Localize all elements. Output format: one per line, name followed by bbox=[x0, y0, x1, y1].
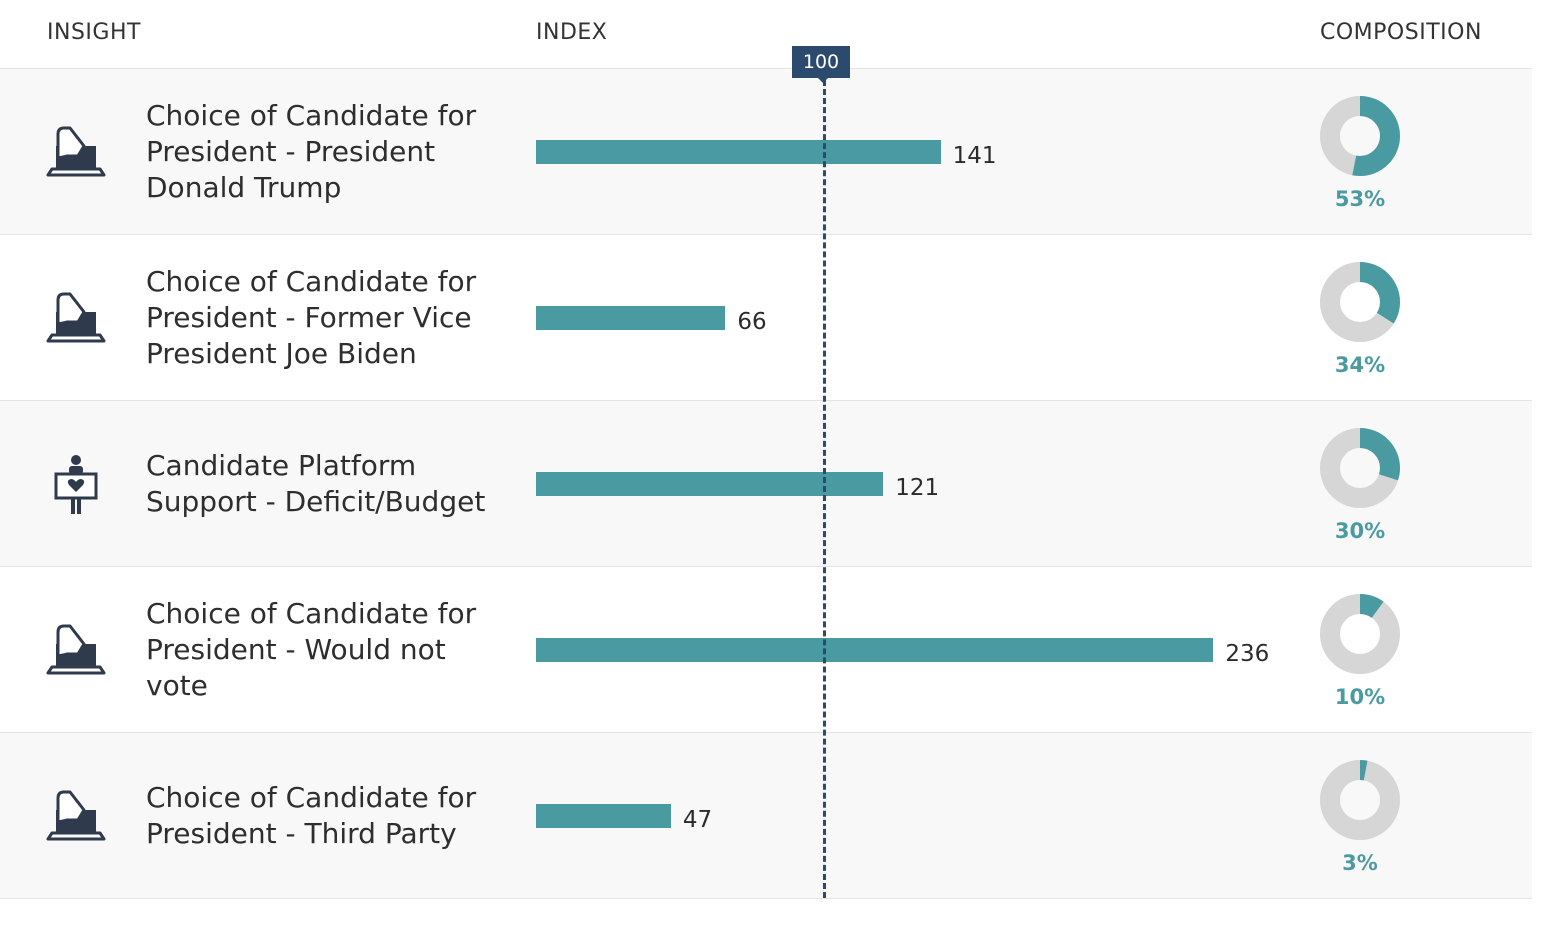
table-row: Choice of Candidate for President - Pres… bbox=[0, 69, 1532, 235]
composition-percent: 10% bbox=[1334, 685, 1386, 709]
composition-percent: 30% bbox=[1334, 519, 1386, 543]
table-row: Candidate Platform Support - Deficit/Bud… bbox=[0, 401, 1532, 567]
donut-slice bbox=[1320, 594, 1400, 674]
donut-slice bbox=[1320, 760, 1400, 840]
index-value-label: 47 bbox=[682, 807, 713, 833]
ballot-box-icon bbox=[44, 784, 108, 848]
composition-percent: 53% bbox=[1334, 187, 1386, 211]
index-value-label: 236 bbox=[1225, 641, 1270, 667]
composition-donut bbox=[1320, 96, 1400, 176]
insight-label: Choice of Candidate for President - Thir… bbox=[146, 780, 477, 850]
donut-slice bbox=[1320, 428, 1400, 508]
index-bar bbox=[536, 804, 671, 828]
composition-donut bbox=[1320, 428, 1400, 508]
insight-label: Choice of Candidate for President - Pres… bbox=[146, 98, 477, 204]
index-bar bbox=[536, 306, 726, 330]
insight-label: Candidate Platform Support - Deficit/Bud… bbox=[146, 448, 486, 518]
reference-label-pointer bbox=[817, 77, 829, 83]
insight-label: Choice of Candidate for President - Form… bbox=[146, 264, 477, 370]
index-value-label: 66 bbox=[737, 309, 767, 335]
donut-slice bbox=[1320, 262, 1400, 342]
index-bar bbox=[536, 472, 884, 496]
donut-slice bbox=[1320, 96, 1400, 176]
reference-line bbox=[823, 80, 826, 898]
reference-label: 100 bbox=[792, 46, 850, 78]
composition-donut bbox=[1320, 760, 1400, 840]
table-row: Choice of Candidate for President - Woul… bbox=[0, 567, 1532, 733]
index-bar bbox=[536, 638, 1214, 662]
ballot-box-icon bbox=[44, 120, 108, 184]
index-value-label: 121 bbox=[895, 475, 940, 501]
table-row: Choice of Candidate for President - Thir… bbox=[0, 733, 1532, 899]
table-row: Choice of Candidate for President - Form… bbox=[0, 235, 1532, 401]
index-value-label: 141 bbox=[952, 143, 997, 169]
composition-donut bbox=[1320, 594, 1400, 674]
ballot-box-icon bbox=[44, 286, 108, 350]
column-header-composition: COMPOSITION bbox=[1320, 20, 1482, 45]
table-header: INSIGHT INDEX COMPOSITION bbox=[0, 0, 1532, 69]
ballot-box-icon bbox=[44, 618, 108, 682]
composition-donut bbox=[1320, 262, 1400, 342]
column-header-index: INDEX bbox=[536, 20, 608, 45]
insight-label: Choice of Candidate for President - Woul… bbox=[146, 596, 477, 702]
composition-percent: 3% bbox=[1342, 851, 1378, 875]
index-bar bbox=[536, 140, 941, 164]
insight-rows: Choice of Candidate for President - Pres… bbox=[0, 69, 1532, 899]
supporter-sign-icon bbox=[44, 452, 108, 516]
composition-percent: 34% bbox=[1334, 353, 1386, 377]
column-header-insight: INSIGHT bbox=[47, 20, 141, 45]
